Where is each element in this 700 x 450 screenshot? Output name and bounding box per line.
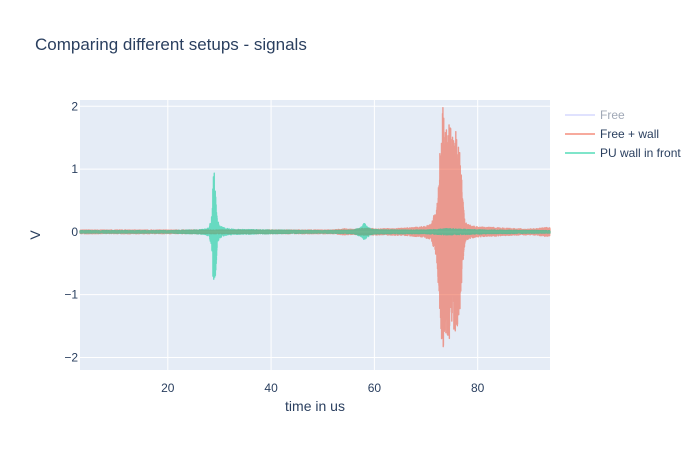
y-tick-label: 2	[71, 99, 78, 113]
legend-item-free-wall[interactable]: Free + wall	[565, 127, 659, 141]
legend-item-pu-wall-in-front[interactable]: PU wall in front	[565, 146, 681, 160]
legend-label: Free	[600, 108, 625, 122]
legend: Free Free + wall PU wall in front	[565, 108, 681, 160]
x-tick-label: 20	[161, 381, 175, 395]
y-tick-label: −1	[64, 288, 78, 302]
y-tick-label: −2	[64, 350, 78, 364]
x-axis-label: time in us	[285, 398, 345, 414]
y-tick-label: 0	[71, 225, 78, 239]
x-tick-label: 40	[264, 381, 278, 395]
traces	[79, 107, 551, 348]
y-axis-label: V	[27, 230, 43, 240]
series-line-pu-wall-in-front[interactable]	[79, 172, 551, 280]
chart-title: Comparing different setups - signals	[35, 35, 307, 54]
y-tick-label: 1	[71, 162, 78, 176]
legend-item-free[interactable]: Free	[565, 108, 625, 122]
x-tick-label: 80	[471, 381, 485, 395]
legend-label: PU wall in front	[600, 146, 681, 160]
x-axis-ticks: 20 40 60 80	[161, 381, 485, 395]
x-tick-label: 60	[368, 381, 382, 395]
legend-label: Free + wall	[600, 127, 659, 141]
y-axis-ticks: −2 −1 0 1 2	[64, 99, 78, 364]
